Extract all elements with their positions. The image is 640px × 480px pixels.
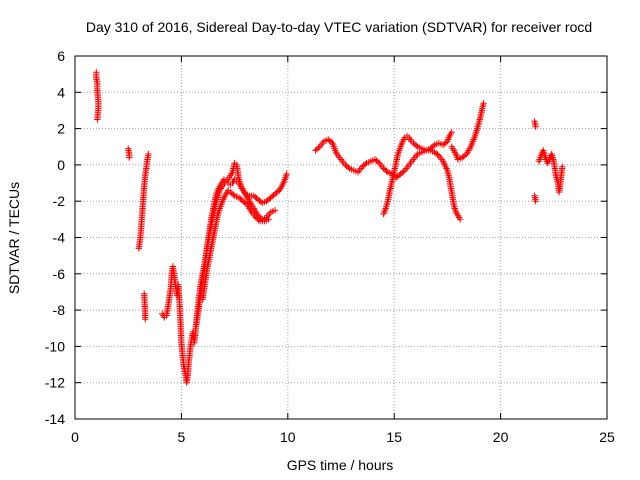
- data-point: [265, 216, 272, 223]
- data-point: [480, 100, 487, 107]
- y-tick-label: -2: [53, 193, 66, 209]
- x-tick-label: 25: [599, 429, 615, 445]
- data-point: [315, 144, 322, 152]
- data-point: [126, 154, 133, 161]
- data-point: [434, 151, 441, 158]
- x-tick-label: 5: [178, 429, 186, 445]
- data-point: [532, 123, 539, 130]
- data-point: [559, 163, 566, 170]
- y-tick-label: -6: [53, 266, 66, 282]
- data-point: [383, 167, 390, 175]
- plot-frame: [74, 55, 608, 420]
- data-point: [344, 164, 352, 171]
- data-point: [457, 216, 464, 223]
- data-point: [532, 198, 539, 205]
- chart-title: Day 310 of 2016, Sidereal Day-to-day VTE…: [86, 19, 592, 35]
- data-point: [255, 216, 262, 224]
- x-tick-label: 20: [493, 429, 509, 445]
- y-tick-label: 6: [57, 48, 65, 64]
- data-point: [94, 116, 101, 123]
- data-point: [430, 142, 437, 150]
- axis-ticks: [74, 55, 608, 420]
- data-point: [271, 207, 279, 214]
- data-point: [283, 170, 290, 178]
- y-tick-label: 4: [57, 84, 65, 100]
- y-axis-label: SDTVAR / TECUs: [6, 182, 22, 294]
- x-tick-label: 15: [386, 429, 402, 445]
- y-tick-label: -10: [45, 338, 65, 354]
- x-tick-label: 10: [280, 429, 296, 445]
- data-point: [413, 142, 420, 149]
- y-tick-label: -8: [53, 302, 66, 318]
- data-point: [145, 150, 152, 158]
- data-point: [448, 129, 455, 136]
- data-point: [400, 168, 407, 175]
- x-tick-label: 0: [71, 429, 79, 445]
- data-point: [361, 161, 369, 168]
- y-tick-label: -12: [45, 375, 65, 391]
- x-axis-label: GPS time / hours: [287, 457, 394, 473]
- data-point: [230, 191, 237, 198]
- data-point: [142, 316, 149, 323]
- data-points: [93, 69, 566, 386]
- y-tick-label: -4: [53, 230, 66, 246]
- x-tick-labels: 0 5 10 15 20 25: [71, 429, 615, 445]
- y-tick-label: -14: [45, 411, 65, 427]
- grid-lines: [75, 56, 607, 419]
- data-point: [374, 158, 382, 166]
- y-tick-labels: -14 -12 -10 -8 -6 -4 -2 0 2 4 6: [45, 48, 65, 427]
- y-tick-label: 0: [57, 157, 65, 173]
- y-tick-label: 2: [57, 121, 65, 137]
